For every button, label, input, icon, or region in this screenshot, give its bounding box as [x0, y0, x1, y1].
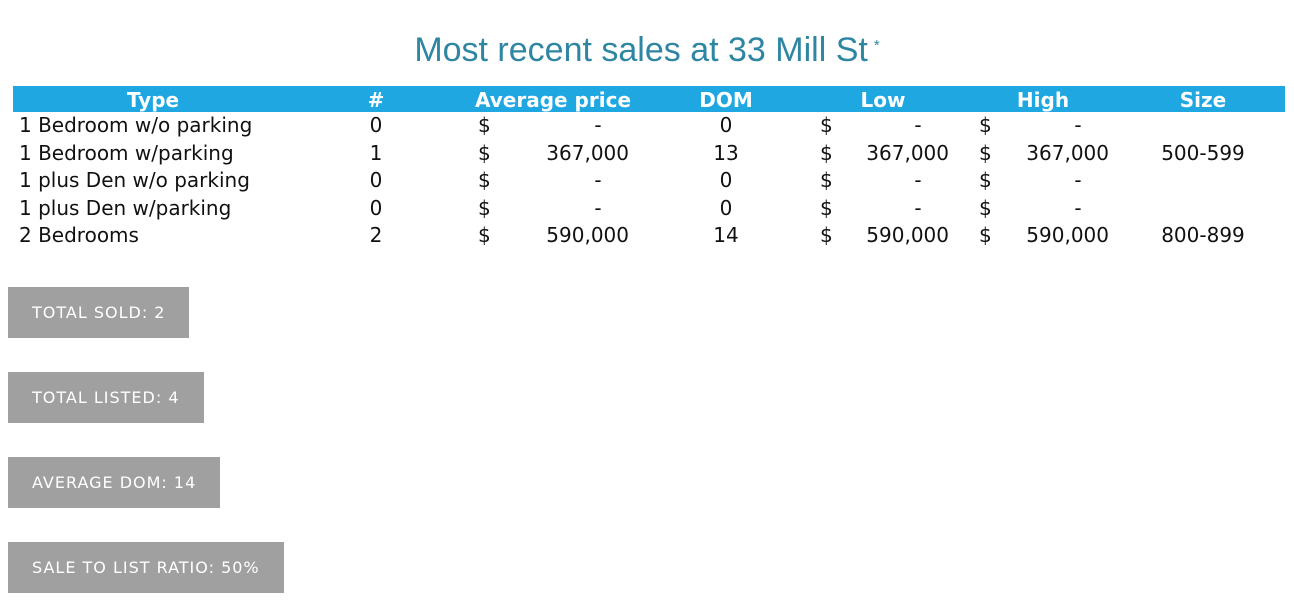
cell-type: 1 plus Den w/o parking	[19, 168, 250, 192]
cell-currency: $	[979, 223, 992, 247]
cell-currency: $	[478, 195, 491, 220]
cell-low: 590,000	[866, 223, 949, 247]
cell-dom: 0	[719, 113, 733, 137]
cell-currency: $	[979, 140, 992, 165]
cell-dom: 13	[713, 140, 739, 165]
cell-high: 590,000	[1026, 223, 1109, 247]
table-row: 1 Bedroom w/o parking 0 $ - 0 $ - $ -	[13, 112, 1285, 140]
cell-currency: $	[478, 223, 491, 247]
table-header: Type # Average price DOM Low High Size	[13, 86, 1285, 112]
cell-average-price: 590,000	[546, 223, 629, 247]
table-row: 2 Bedrooms 2 $590,000 14 $590,000 $590,000 800…	[13, 222, 1285, 250]
cell-currency: $	[478, 140, 491, 165]
header-count: #	[367, 88, 385, 112]
header-high: High	[1016, 88, 1070, 112]
sales-table: Type # Average price DOM Low High Size 1…	[13, 86, 1285, 250]
table-row: 1 Bedroom w/parking 1 $367,000 13 $367,000 $3…	[13, 140, 1285, 168]
cell-type: 2 Bedrooms	[19, 223, 139, 247]
header-low: Low	[860, 88, 906, 112]
cell-size: 800-899	[1161, 223, 1245, 247]
table-body: 1 Bedroom w/o parking 0 $ -0 $ - $ -1 Bedroom w…	[13, 112, 1285, 250]
cell-count: 0	[369, 168, 383, 192]
cell-average-price: 367,000	[546, 140, 629, 165]
cell-size: 500-599	[1161, 140, 1245, 165]
cell-currency: $	[820, 113, 833, 137]
header-average-price: Average price	[474, 88, 632, 112]
cell-dom: 0	[719, 195, 733, 220]
title-asterisk: *	[873, 36, 880, 54]
cell-count: 0	[369, 195, 383, 220]
cell-currency: $	[979, 168, 992, 192]
cell-average-price: -	[594, 113, 602, 137]
cell-count: 0	[369, 113, 383, 137]
cell-high: -	[1074, 168, 1082, 192]
cell-type: 1 Bedroom w/parking	[19, 140, 234, 165]
cell-currency: $	[478, 113, 491, 137]
table-row: 1 plus Den w/o parking 0 $ - 0 $ - $ -	[13, 167, 1285, 195]
cell-currency: $	[478, 168, 491, 192]
table-row: 1 plus Den w/parking 0 $ - 0 $ - $ -	[13, 195, 1285, 223]
total-sold-button[interactable]: TOTAL SOLD: 2	[8, 287, 190, 338]
cell-count: 2	[369, 223, 383, 247]
cell-low: -	[914, 113, 922, 137]
cell-currency: $	[820, 140, 833, 165]
cell-count: 1	[369, 140, 383, 165]
cell-currency: $	[820, 168, 833, 192]
page-title-text: Most recent sales at 33 Mill St	[414, 30, 868, 69]
cell-currency: $	[979, 195, 992, 220]
page-title: Most recent sales at 33 Mill St *	[0, 31, 1294, 70]
cell-currency: $	[979, 113, 992, 137]
header-type: Type	[126, 88, 180, 112]
sale-to-list-ratio-button[interactable]: SALE TO LIST RATIO: 50%	[8, 542, 284, 593]
cell-type: 1 Bedroom w/o parking	[19, 113, 253, 137]
cell-low: -	[914, 195, 922, 220]
total-listed-button[interactable]: TOTAL LISTED: 4	[8, 372, 204, 423]
header-dom: DOM	[699, 88, 753, 112]
header-size: Size	[1179, 88, 1227, 112]
cell-type: 1 plus Den w/parking	[19, 195, 232, 220]
average-dom-button[interactable]: AVERAGE DOM: 14	[8, 457, 221, 508]
cell-low: -	[914, 168, 922, 192]
cell-dom: 0	[719, 168, 733, 192]
cell-dom: 14	[713, 223, 739, 247]
cell-average-price: -	[594, 168, 602, 192]
cell-currency: $	[820, 223, 833, 247]
cell-currency: $	[820, 195, 833, 220]
cell-high: 367,000	[1026, 140, 1109, 165]
cell-low: 367,000	[866, 140, 949, 165]
cell-average-price: -	[594, 195, 602, 220]
cell-high: -	[1074, 113, 1082, 137]
cell-high: -	[1074, 195, 1082, 220]
